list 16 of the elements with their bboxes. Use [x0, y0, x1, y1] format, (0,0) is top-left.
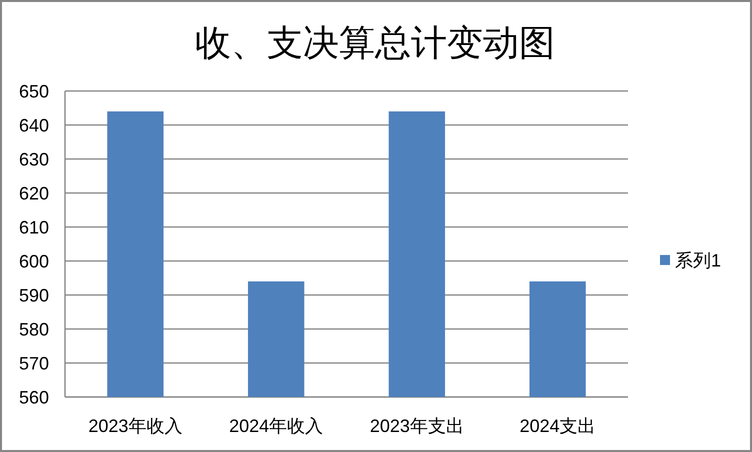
ytick: 640 [18, 116, 49, 136]
xtick: 2023年支出 [370, 416, 464, 436]
ytick: 580 [18, 320, 49, 340]
title: 收、支决算总计变动图 [195, 22, 555, 63]
ytick: 600 [18, 252, 49, 272]
legend-label: 系列1 [675, 250, 722, 270]
xtick: 2024支出 [520, 416, 596, 436]
ytick: 610 [18, 218, 49, 238]
ytick: 560 [18, 388, 49, 408]
ytick: 620 [18, 184, 49, 204]
ytick: 630 [18, 150, 49, 170]
xtick: 2024年收入 [229, 416, 324, 436]
xtick: 2023年收入 [88, 416, 182, 436]
ytick: 650 [18, 82, 49, 102]
ytick: 570 [18, 354, 49, 374]
ytick: 590 [18, 286, 49, 306]
